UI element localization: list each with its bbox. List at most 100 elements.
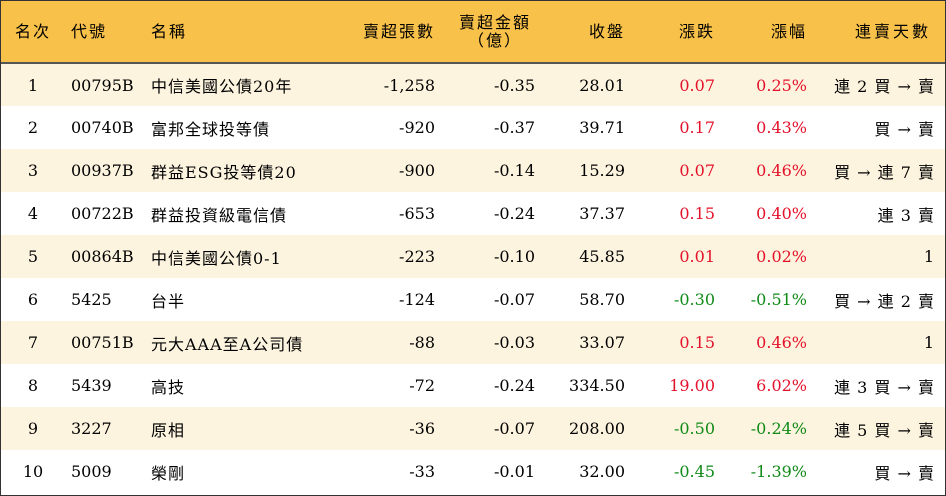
cell-sell-days: 連 3 賣 [877,205,935,225]
header-net-sell-lots[interactable]: 賣超張數 [362,21,435,41]
cell-code: 00740B [71,118,134,137]
cell-close: 334.50 [569,376,625,395]
table-header-row: 名次 代號 名稱 賣超張數 賣超金額 （億） 收盤 漲跌 漲幅 連賣天數 [1,1,945,63]
cell-change: -0.30 [673,290,715,309]
cell-close: 32.00 [579,462,625,481]
cell-change: 0.01 [679,247,715,266]
cell-name[interactable]: 原相 [151,420,186,440]
cell-name[interactable]: 中信美國公債0-1 [151,248,282,268]
cell-sell-days: 買 → 賣 [874,463,935,483]
cell-code: 3227 [71,419,112,438]
cell-net-sell-lots: -1,258 [383,75,435,95]
cell-close: 208.00 [569,419,625,438]
cell-change-pct: 0.02% [756,247,807,266]
cell-code: 5425 [71,290,112,309]
cell-rank: 6 [27,290,39,309]
cell-sell-days: 連 5 買 → 賣 [834,420,935,440]
cell-change-pct: 0.46% [756,333,807,352]
cell-code: 00751B [71,333,134,352]
header-close[interactable]: 收盤 [588,21,625,41]
cell-change: 0.17 [679,118,715,137]
cell-net-sell-amount: -0.07 [493,419,535,438]
cell-rank: 5 [27,247,39,266]
cell-name[interactable]: 群益ESG投等債20 [151,162,297,182]
cell-close: 45.85 [579,247,625,266]
cell-net-sell-amount: -0.37 [493,118,535,137]
cell-net-sell-amount: -0.35 [493,75,535,95]
cell-rank: 3 [27,161,39,180]
table-row[interactable]: 7 00751B 元大AAA至A公司債 -88 -0.03 33.07 0.15… [1,321,945,364]
table-row[interactable]: 9 3227 原相 -36 -0.07 208.00 -0.50 -0.24% … [1,407,945,450]
cell-close: 33.07 [579,333,625,352]
header-rank[interactable]: 名次 [14,21,51,41]
cell-net-sell-amount: -0.24 [493,376,535,395]
header-sell-days[interactable]: 連賣天數 [854,21,931,41]
cell-sell-days: 連 2 買 → 賣 [834,77,935,96]
table-row[interactable]: 6 5425 台半 -124 -0.07 58.70 -0.30 -0.51% … [1,278,945,321]
cell-code: 5009 [71,462,112,481]
cell-change-pct: 0.43% [756,118,807,137]
cell-name[interactable]: 元大AAA至A公司債 [151,334,304,354]
cell-change-pct: -1.39% [750,462,807,481]
header-net-sell-amount[interactable]: 賣超金額 （億） [445,1,545,63]
cell-code: 00722B [71,204,134,223]
cell-rank: 10 [22,462,44,481]
header-code[interactable]: 代號 [71,21,108,41]
cell-sell-days: 買 → 賣 [874,119,935,139]
cell-name[interactable]: 中信美國公債20年 [151,77,293,96]
cell-name[interactable]: 富邦全球投等債 [151,119,271,139]
cell-change-pct: 0.25% [756,75,807,95]
cell-net-sell-lots: -124 [399,290,435,309]
cell-sell-days: 買 → 連 2 賣 [834,291,935,311]
header-change-pct[interactable]: 漲幅 [770,21,807,41]
cell-net-sell-lots: -72 [409,376,435,395]
cell-name[interactable]: 群益投資級電信債 [151,205,288,225]
cell-name[interactable]: 台半 [151,291,186,311]
cell-change-pct: -0.51% [750,290,807,309]
table-row[interactable]: 3 00937B 群益ESG投等債20 -900 -0.14 15.29 0.0… [1,149,945,192]
cell-net-sell-lots: -33 [409,462,435,481]
cell-code: 00937B [71,161,134,180]
cell-code: 5439 [71,376,112,395]
cell-sell-days: 連 3 買 → 賣 [834,377,935,397]
header-change[interactable]: 漲跌 [678,21,715,41]
cell-rank: 7 [27,333,39,352]
cell-net-sell-lots: -36 [409,419,435,438]
cell-sell-days: 買 → 連 7 賣 [834,162,935,182]
cell-close: 28.01 [579,75,625,95]
table-row[interactable]: 4 00722B 群益投資級電信債 -653 -0.24 37.37 0.15 … [1,192,945,235]
cell-net-sell-amount: -0.10 [493,247,535,266]
cell-change-pct: 0.40% [756,204,807,223]
cell-rank: 9 [27,419,39,438]
cell-name[interactable]: 榮剛 [151,463,186,483]
table-row[interactable]: 1 00795B 中信美國公債20年 -1,258 -0.35 28.01 0.… [1,63,945,106]
table-row[interactable]: 5 00864B 中信美國公債0-1 -223 -0.10 45.85 0.01… [1,235,945,278]
table-row[interactable]: 8 5439 高技 -72 -0.24 334.50 19.00 6.02% 連… [1,364,945,407]
cell-change: 19.00 [669,376,715,395]
cell-net-sell-lots: -653 [399,204,435,223]
header-net-sell-amount-line1: 賣超金額 [458,12,531,32]
cell-change: -0.50 [673,419,715,438]
cell-close: 15.29 [579,161,625,180]
cell-net-sell-amount: -0.01 [493,462,535,481]
cell-change-pct: 6.02% [756,376,807,395]
table-row[interactable]: 10 5009 榮剛 -33 -0.01 32.00 -0.45 -1.39% … [1,450,945,493]
table-row[interactable]: 2 00740B 富邦全球投等債 -920 -0.37 39.71 0.17 0… [1,106,945,149]
cell-close: 39.71 [579,118,625,137]
cell-change: -0.45 [673,462,715,481]
header-name[interactable]: 名稱 [151,21,188,41]
cell-rank: 2 [27,118,39,137]
cell-rank: 8 [27,376,39,395]
cell-name[interactable]: 高技 [151,377,186,397]
cell-net-sell-amount: -0.03 [493,333,535,352]
cell-change: 0.15 [679,204,715,223]
cell-close: 58.70 [579,290,625,309]
cell-net-sell-amount: -0.24 [493,204,535,223]
cell-net-sell-amount: -0.07 [493,290,535,309]
cell-sell-days: 1 [923,247,935,266]
cell-change-pct: -0.24% [750,419,807,438]
cell-net-sell-lots: -900 [399,161,435,180]
cell-net-sell-lots: -223 [399,247,435,266]
